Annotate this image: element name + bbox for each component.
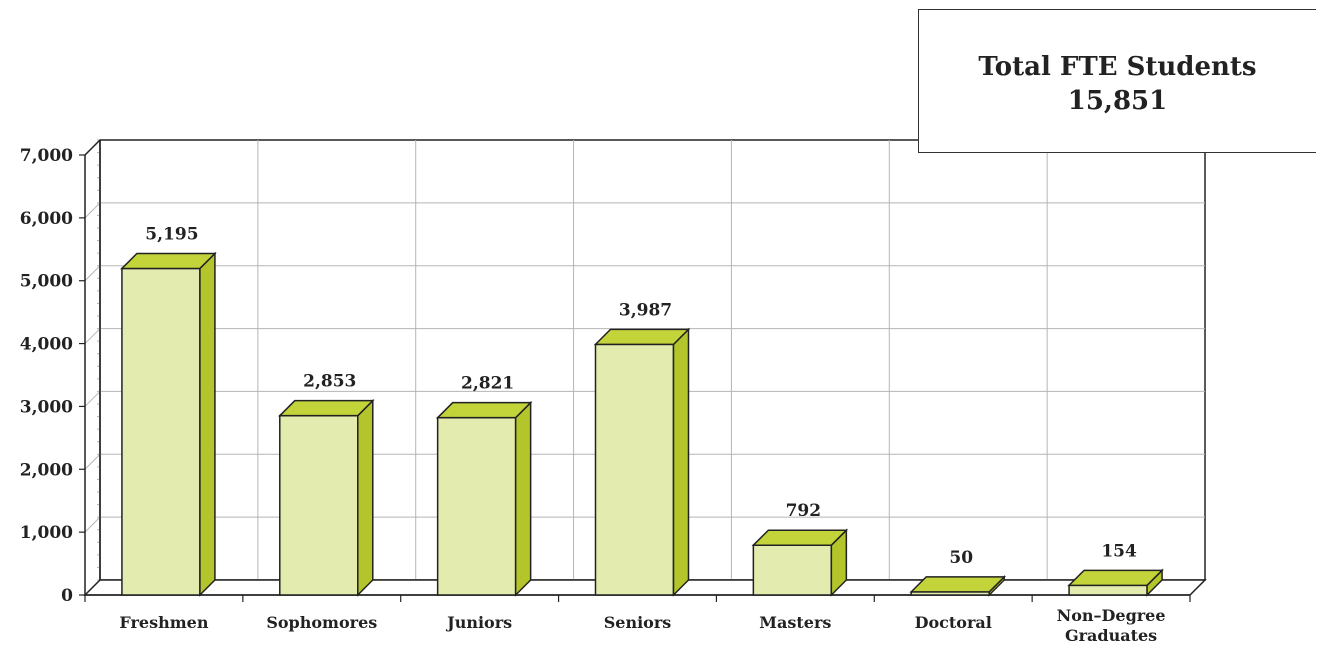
y-tick-label: 3,000 xyxy=(20,397,73,417)
x-tick-label: Graduates xyxy=(1065,626,1157,645)
total-fte-box: Total FTE Students 15,851 xyxy=(918,9,1316,153)
x-tick-labels: Freshmen Sophomores Juniors Seniors Masters D… xyxy=(119,606,1165,645)
y-axis xyxy=(79,139,101,596)
bar xyxy=(751,528,849,597)
bar xyxy=(120,251,217,597)
data-label: 5,195 xyxy=(145,224,198,244)
data-label: 2,853 xyxy=(303,372,356,392)
gridline-side xyxy=(84,202,101,219)
total-fte-value: 15,851 xyxy=(1067,86,1168,116)
bar-top xyxy=(277,399,375,417)
bars xyxy=(120,251,1164,597)
x-tick-label: Juniors xyxy=(445,613,512,632)
bar-front xyxy=(436,416,517,596)
data-label: 50 xyxy=(949,548,973,568)
x-tick-label: Masters xyxy=(759,613,831,632)
bar xyxy=(1067,568,1164,597)
gridline-side xyxy=(84,516,101,533)
data-label: 3,987 xyxy=(619,300,672,320)
bar-top xyxy=(751,529,849,546)
bar xyxy=(277,398,375,597)
y-tick-label: 6,000 xyxy=(20,209,73,229)
gridline-side xyxy=(84,453,101,470)
bar-front xyxy=(279,414,359,596)
x-tick-label: Non–Degree xyxy=(1057,606,1166,625)
gridline-side xyxy=(84,328,101,344)
bar-front xyxy=(121,267,201,596)
y-tick-label: 4,000 xyxy=(20,335,73,355)
y-tick-label: 0 xyxy=(61,586,73,606)
bar-side xyxy=(514,400,532,597)
data-labels: 5,195 2,853 2,821 3,987 792 50 154 xyxy=(145,224,1137,567)
x-tick-label: Sophomores xyxy=(266,613,377,632)
bar xyxy=(909,575,1007,597)
bar-side xyxy=(357,398,374,597)
bar-front xyxy=(1068,584,1148,596)
data-label: 792 xyxy=(786,501,822,521)
bar-side xyxy=(672,327,690,597)
y-tick-label: 5,000 xyxy=(20,272,73,292)
total-fte-title: Total FTE Students xyxy=(978,52,1257,82)
x-tick-label: Seniors xyxy=(604,613,672,632)
x-tick-label: Doctoral xyxy=(915,613,992,632)
y-tick-labels: 0 1,000 2,000 3,000 4,000 5,000 6,000 7,000 xyxy=(20,146,73,606)
y-axis-top-edge xyxy=(84,139,101,156)
bar xyxy=(435,400,533,597)
bar xyxy=(593,327,691,597)
x-tick-label: Freshmen xyxy=(119,613,208,632)
bar-front xyxy=(752,544,833,596)
bar-side xyxy=(199,251,216,597)
bar-front xyxy=(594,343,675,596)
y-tick-label: 2,000 xyxy=(20,460,73,480)
y-tick-label: 1,000 xyxy=(20,523,73,543)
bar-top xyxy=(593,328,691,346)
bar-top xyxy=(435,401,533,419)
bar-top xyxy=(909,576,1007,593)
bar-top xyxy=(120,252,217,270)
gridline-side xyxy=(84,391,101,407)
gridline-side xyxy=(84,265,101,282)
data-label: 2,821 xyxy=(461,374,514,394)
y-tick-label: 7,000 xyxy=(20,146,73,166)
bar-top xyxy=(1067,569,1164,587)
data-label: 154 xyxy=(1101,541,1137,561)
